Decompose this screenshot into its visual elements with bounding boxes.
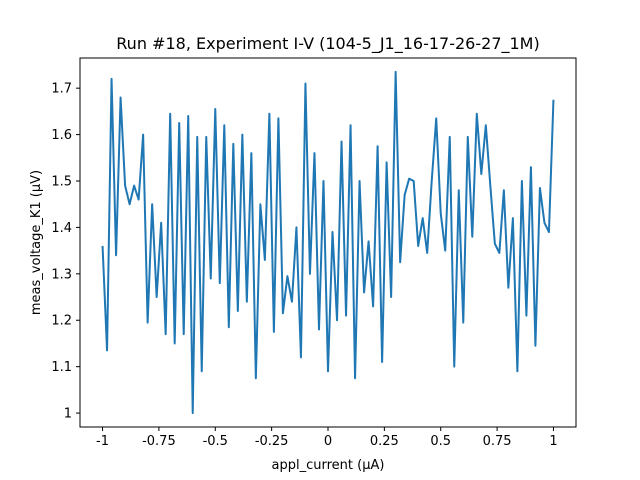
series-line [101,70,555,415]
x-tick-label: 0.75 [483,434,512,449]
y-tick-label: 1.6 [51,128,72,143]
x-tick-label: -0.75 [142,434,176,449]
y-tick-label: 1.7 [51,82,72,97]
chart-title: Run #18, Experiment I-V (104-5_J1_16-17-… [116,34,539,54]
y-tick-label: 1.3 [51,267,72,282]
series-layer [101,70,555,415]
x-axis-label: appl_current (µA) [272,458,385,473]
x-tick-label: 1 [549,434,557,449]
x-tick-label: -0.5 [203,434,228,449]
y-axis: 1 1.1 1.2 1.3 1.4 1.5 1.6 1.7 [51,82,80,422]
x-tick-label: 0.5 [430,434,451,449]
x-tick-label: 0.25 [370,434,399,449]
y-tick-label: 1.5 [51,175,72,190]
y-tick-label: 1.1 [51,360,72,375]
y-tick-label: 1.4 [51,221,72,236]
x-axis: -1 -0.75 -0.5 -0.25 0 0.25 0.5 0.75 1 [96,427,558,449]
y-axis-label: meas_voltage_K1 (µV) [29,170,44,315]
x-tick-label: -0.25 [255,434,289,449]
x-tick-label: -1 [96,434,109,449]
y-tick-label: 1 [64,407,72,422]
x-tick-label: 0 [324,434,332,449]
y-tick-label: 1.2 [51,314,72,329]
